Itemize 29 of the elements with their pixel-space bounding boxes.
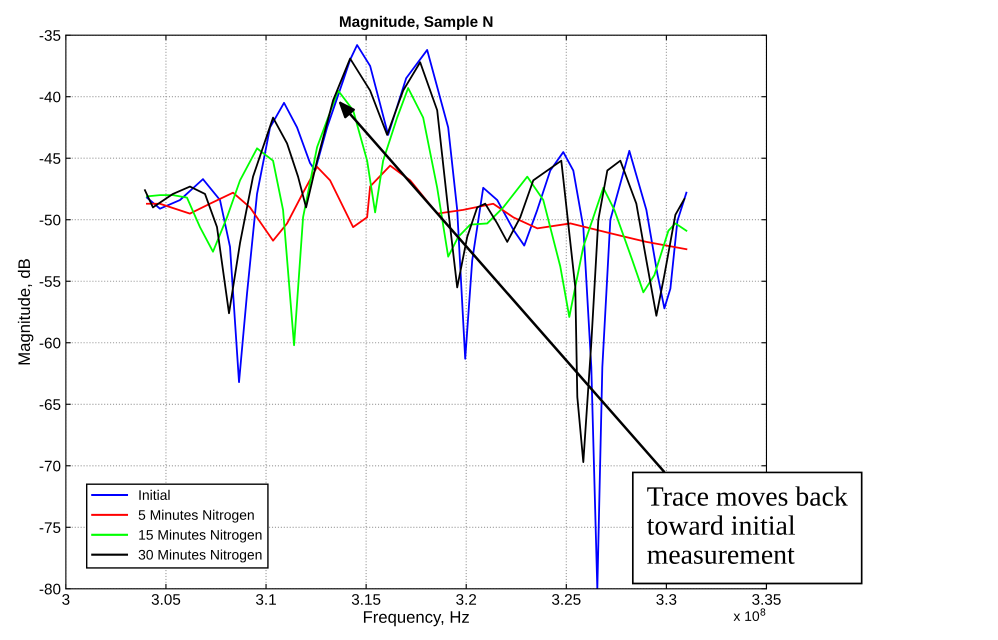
text: x 10$^{8}$ (734, 608, 766, 622)
x-axis-title: Frequency, Hz (364, 611, 469, 626)
y-tick-label: -80 (40, 584, 60, 594)
y-tick-label: -55 (40, 276, 60, 287)
line-series (146, 87, 688, 346)
legend-label: 5 Minutes Nitrogen (138, 510, 254, 523)
x-tick-label: 3.1 (256, 594, 276, 605)
x-tick-label: 3.3 (656, 594, 676, 605)
y-tick-label: -40 (40, 92, 60, 102)
y-tick-label: -70 (40, 460, 60, 472)
x-tick-label: 3.05 (152, 594, 180, 605)
x-tick-label: 3.35 (752, 594, 781, 605)
annotation: Trace moves back toward initial measurement (646, 486, 848, 564)
legend-label: Initial (139, 490, 170, 500)
legend-label: 15 Minutes Nitrogen (139, 530, 262, 543)
y-tick-label: -50 (40, 214, 60, 226)
line-series (146, 164, 688, 250)
x-tick-label: 3 (62, 594, 70, 605)
x-tick-label: 3.25 (552, 594, 581, 605)
y-tick-label: -60 (40, 338, 60, 348)
chart-title: Magnitude, Sample N (340, 16, 492, 30)
y-tick-label: -45 (40, 153, 60, 164)
y-tick-label: -35 (40, 30, 60, 41)
x-tick-label: 3.2 (456, 594, 476, 605)
y-axis-title: Magnitude, dB (18, 259, 34, 364)
x-tick-label: 3.15 (352, 594, 380, 605)
y-tick-label: -65 (40, 399, 60, 410)
legend-label: 30 Minutes Nitrogen (138, 549, 262, 562)
y-tick-label: -75 (40, 522, 60, 533)
